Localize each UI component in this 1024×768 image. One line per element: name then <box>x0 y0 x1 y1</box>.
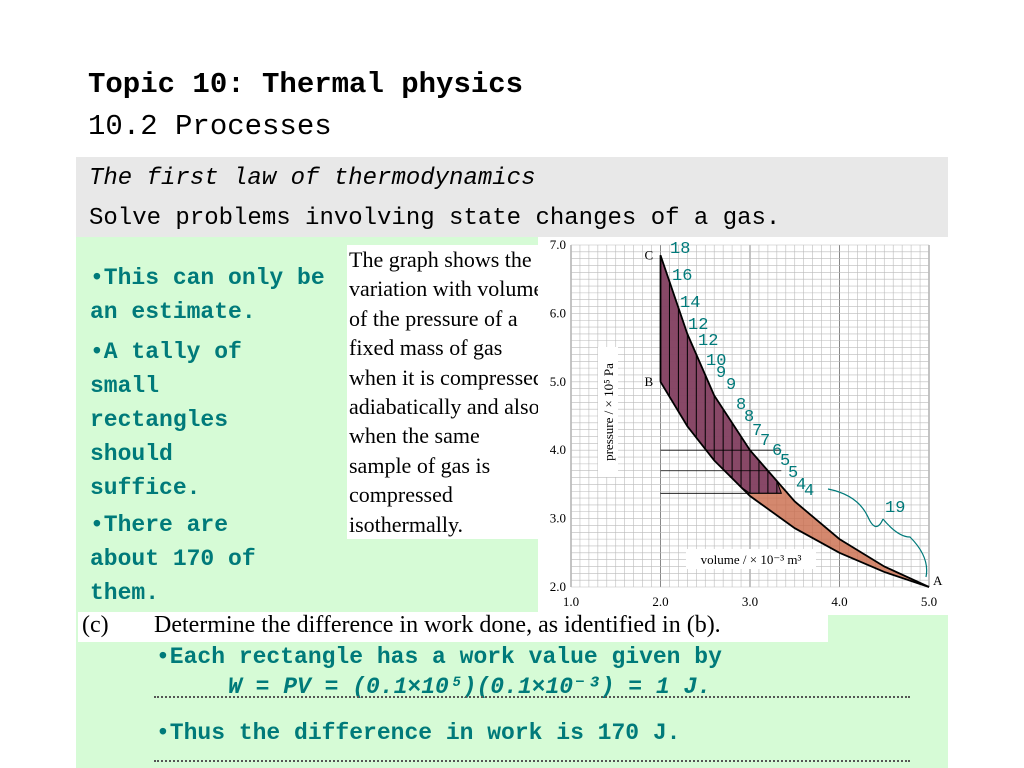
answer-rectangle: •Each rectangle has a work value given b… <box>156 644 722 670</box>
pv-chart-svg: ABC 1.0 2.0 3.0 4.0 5.02.03.04.05.06.07.0pre… <box>550 237 943 609</box>
tally-label: 19 <box>885 499 905 518</box>
y-tick-label: 3.0 <box>550 511 566 526</box>
tally-label: 9 <box>716 364 726 383</box>
graph-description: The graph shows the variation with volum… <box>347 245 546 540</box>
y-tick-label: 7.0 <box>550 237 566 252</box>
tally-label: 5 <box>788 464 798 483</box>
note-tally: •A tally of small rectangles should suff… <box>90 339 242 501</box>
question-c: (c) Determine the difference in work don… <box>78 612 828 642</box>
question-label: (c) <box>82 612 109 638</box>
tally-label: 8 <box>744 408 754 427</box>
y-axis-title: pressure / × 10⁵ Pa <box>601 363 616 461</box>
page-title: Topic 10: Thermal physics <box>88 68 524 101</box>
x-tick-label: 1.0 <box>563 594 579 609</box>
isothermal-curve <box>659 381 930 588</box>
x-axis-title-bg <box>686 549 816 569</box>
tally-label: 6 <box>772 442 782 461</box>
objective-band: The first law of thermodynamics Solve pr… <box>76 157 948 237</box>
point-label-c: C <box>645 247 654 262</box>
y-tick-label: 4.0 <box>550 442 566 457</box>
tally-label: 4 <box>804 482 814 501</box>
brace-19 <box>827 488 928 578</box>
adiabatic-curve <box>659 254 930 588</box>
page-subtitle: 10.2 Processes <box>88 110 332 143</box>
tally-label: 8 <box>736 396 746 415</box>
objective-statement: Solve problems involving state changes o… <box>89 205 781 232</box>
tally-label: 14 <box>680 294 700 313</box>
tally-label: 5 <box>780 452 790 471</box>
x-tick-label: 2.0 <box>652 594 668 609</box>
objective-heading: The first law of thermodynamics <box>89 165 536 192</box>
y-tick-label: 2.0 <box>550 579 566 594</box>
answer-line-1 <box>154 694 910 698</box>
note-count: •There are about 170 of them. <box>90 512 256 606</box>
x-tick-label: 4.0 <box>831 594 847 609</box>
tally-label: 4 <box>796 476 806 495</box>
answer-formula: W = PV = (0.1×10⁵)(0.1×10⁻³) = 1 J. <box>228 670 868 704</box>
y-tick-label: 5.0 <box>550 374 566 389</box>
tally-label: 12 <box>698 332 718 351</box>
point-label-b: B <box>645 374 654 389</box>
question-text: Determine the difference in work done, a… <box>154 612 721 638</box>
note-estimate: •This can only be an estimate. <box>90 265 325 325</box>
tally-label: 7 <box>760 432 770 451</box>
answer-formula-text: W = PV = (0.1×10⁵)(0.1×10⁻³) = 1 J. <box>228 674 712 700</box>
tally-label: 9 <box>726 376 736 395</box>
answer-line-2 <box>154 758 910 762</box>
x-tick-label: 3.0 <box>742 594 758 609</box>
answer-result: •Thus the difference in work is 170 J. <box>156 720 681 746</box>
y-axis-title-bg <box>598 347 618 477</box>
point-label-a: A <box>933 573 943 588</box>
x-axis-title: volume / × 10⁻³ m³ <box>701 552 802 567</box>
tally-label: 18 <box>670 240 690 259</box>
tally-label: 10 <box>706 352 726 371</box>
tally-label: 12 <box>688 316 708 335</box>
tally-label: 7 <box>752 422 762 441</box>
tally-label: 16 <box>672 267 692 286</box>
y-tick-label: 6.0 <box>550 305 566 320</box>
x-tick-label: 5.0 <box>921 594 937 609</box>
